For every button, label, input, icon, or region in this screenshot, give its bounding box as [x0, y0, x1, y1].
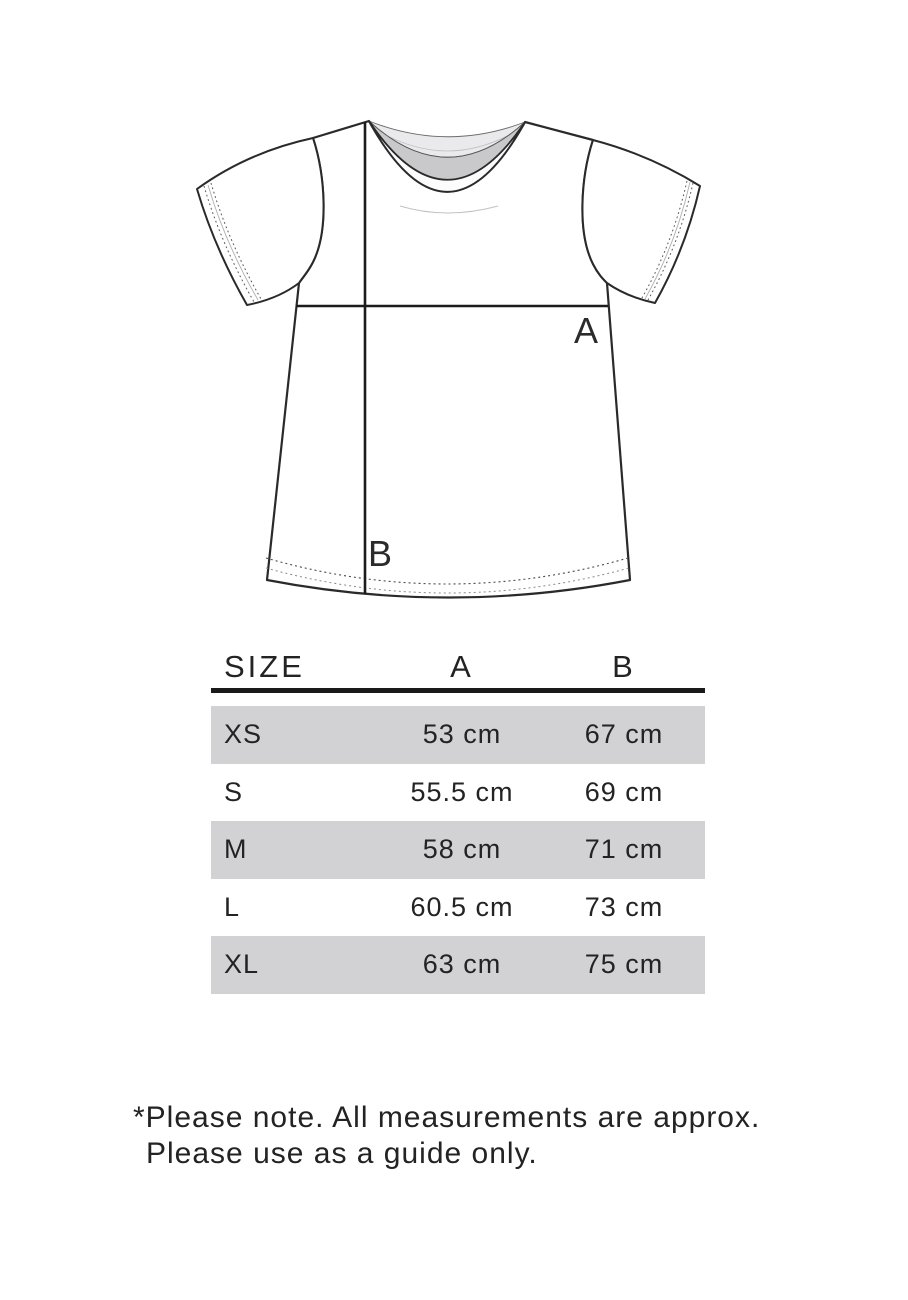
table-row-s: S 55.5 cm 69 cm	[211, 764, 705, 822]
table-row-xs: XS 53 cm 67 cm	[211, 706, 705, 764]
sleeve-right-stitch-fold	[644, 181, 691, 300]
collar-rib-top-seam	[376, 129, 519, 152]
column-header-b: B	[612, 648, 636, 684]
column-header-size: SIZE	[224, 648, 305, 684]
sleeve-left	[196, 137, 325, 306]
sleeve-left-stitch-fold	[207, 184, 259, 301]
measurement-b-cell: 67 cm	[584, 719, 664, 750]
measurement-b-cell: 69 cm	[584, 776, 664, 807]
table-row-m: M 58 cm 71 cm	[211, 821, 705, 879]
note-line-2: Please use as a guide only.	[146, 1137, 538, 1170]
note-line-1: *Please note. All measurements are appro…	[133, 1101, 761, 1134]
measurement-b-cell: 73 cm	[584, 891, 664, 922]
measurement-b-cell: 75 cm	[584, 949, 664, 980]
measurement-a-cell: 53 cm	[422, 719, 502, 750]
measurement-b-cell: 71 cm	[584, 834, 664, 865]
measurement-a-cell: 58 cm	[422, 834, 502, 865]
table-row-l: L 60.5 cm 73 cm	[211, 879, 705, 937]
collar-front-band	[368, 120, 526, 193]
table-row-xl: XL 63 cm 75 cm	[211, 936, 705, 994]
collar-shadow-line	[399, 205, 499, 214]
measurement-a-cell: 55.5 cm	[410, 776, 514, 807]
sleeve-right-stitch-dotted-2	[641, 180, 688, 299]
sleeve-right-stitch-dotted-1	[647, 182, 694, 301]
header-rule	[211, 688, 705, 693]
size-cell: L	[224, 891, 241, 922]
size-chart: SIZE A B XS 53 cm 67 cm S 55.5 cm 69 cm …	[211, 645, 705, 994]
sleeve-right	[581, 139, 701, 304]
tshirt-flat-sketch: A B	[196, 119, 701, 599]
sleeve-left-stitch-dotted-1	[203, 185, 255, 303]
size-cell: XL	[224, 949, 260, 980]
sleeve-left-stitch-dotted-2	[210, 182, 262, 300]
size-cell: XS	[224, 719, 263, 750]
measurements-note: *Please note. All measurements are appro…	[133, 1100, 760, 1172]
size-cell: S	[224, 776, 244, 807]
column-header-a: A	[450, 648, 474, 684]
measurement-a-cell: 63 cm	[422, 949, 502, 980]
measurement-a-cell: 60.5 cm	[410, 891, 514, 922]
measure-label-b: B	[368, 533, 392, 574]
size-cell: M	[224, 834, 248, 865]
size-chart-header: SIZE A B	[211, 645, 705, 688]
measure-label-a: A	[574, 310, 598, 351]
